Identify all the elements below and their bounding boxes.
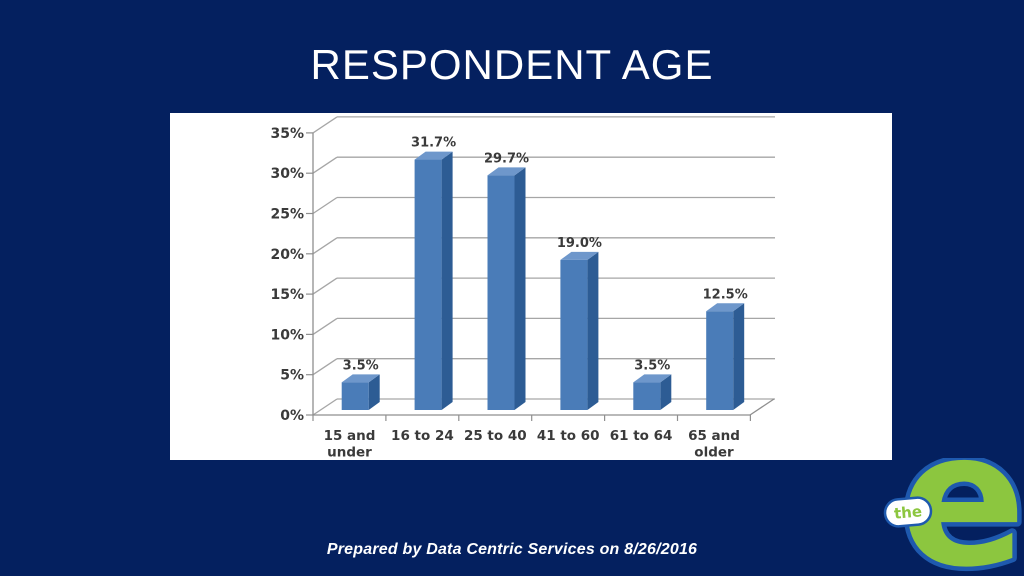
gridline-bend [312, 116, 338, 134]
bar-front-face [560, 259, 588, 410]
bar-side-face [514, 167, 526, 410]
bar-front-face [487, 175, 515, 410]
bar-front-face [414, 159, 442, 410]
y-axis-label: 0% [280, 408, 304, 424]
bar-top-face [633, 374, 672, 383]
bar-65-and-older [706, 303, 745, 410]
y-axis-label: 10% [270, 327, 304, 343]
y-axis-label: 30% [270, 166, 304, 182]
x-axis-label: 65 and [688, 428, 740, 444]
gridline-bend [312, 398, 338, 416]
slide-title: RESPONDENT AGE [310, 41, 714, 88]
x-axis-label: under [327, 445, 372, 461]
y-axis-label: 15% [270, 287, 304, 303]
y-axis-label: 20% [270, 247, 304, 263]
bar-side-face [441, 151, 453, 410]
bar-side-face [733, 303, 745, 410]
x-axis-label: 41 to 60 [537, 428, 600, 444]
bar-data-label: 29.7% [484, 151, 529, 166]
bar-61-to-64 [633, 374, 672, 410]
bar-side-face [587, 251, 599, 410]
bar-side-face [368, 374, 380, 410]
bar-data-label: 19.0% [557, 236, 602, 251]
x-axis-label: 61 to 64 [610, 428, 673, 444]
chart-container: 0% 5% 10% 15% 20% 25% 30% 35% 3.5% 31.7% 29.7% 19.0… [170, 113, 892, 460]
slide-footer: Prepared by Data Centric Services on 8/2… [326, 541, 698, 558]
gridline-bend [312, 156, 338, 174]
bar-16-to-24 [414, 151, 453, 410]
bar-front-face [341, 382, 369, 410]
bar-front-face [633, 382, 661, 410]
logo-the-text: the [893, 502, 922, 522]
y-axis-label: 35% [270, 126, 304, 142]
gridline-bend [312, 237, 338, 255]
logo-the-badge: the [883, 496, 933, 528]
bar-25-to-40 [487, 167, 526, 410]
bar-top-face [706, 303, 745, 312]
x-axis-label: 25 to 40 [464, 428, 527, 444]
bar-side-face [660, 374, 672, 410]
gridline-bend [312, 196, 338, 215]
the-e-logo: e the [883, 458, 1024, 572]
gridline-bend [312, 317, 338, 335]
gridline-bend [312, 277, 338, 295]
bar-top-face [487, 167, 526, 176]
y-axis-label: 5% [280, 368, 304, 384]
bar-top-face [341, 374, 380, 383]
bar-15-and-under [341, 374, 380, 410]
bar-top-face [560, 251, 599, 260]
bar-data-label: 3.5% [343, 358, 379, 373]
bar-top-face [414, 151, 453, 160]
age-bar-chart: 0% 5% 10% 15% 20% 25% 30% 35% 3.5% 31.7% 29.7% 19.0… [170, 113, 892, 460]
bar-data-label: 3.5% [634, 358, 670, 373]
y-axis-label: 25% [270, 207, 304, 223]
x-axis-label: 16 to 24 [391, 428, 454, 444]
bar-front-face [706, 311, 734, 410]
bar-41-to-60 [560, 251, 599, 410]
bar-data-label: 31.7% [411, 136, 456, 151]
bar-data-label: 12.5% [703, 287, 748, 302]
gridline-bend [312, 358, 338, 376]
x-axis-label: older [694, 445, 734, 461]
x-axis-label: 15 and [324, 428, 376, 444]
floor-edge [749, 398, 775, 416]
